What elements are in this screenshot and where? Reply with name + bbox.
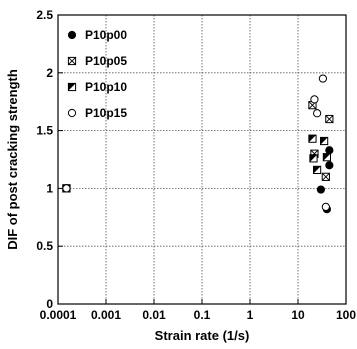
series-P10p15 (62, 74, 330, 211)
legend-item: P10p10 (67, 80, 127, 94)
x-tick-label: 0.01 (142, 308, 166, 322)
data-point (316, 185, 326, 194)
legend-item: P10p05 (67, 54, 127, 68)
data-point (320, 136, 329, 146)
y-tick-label: 0.5 (36, 239, 53, 253)
x-tick-label: 10 (291, 308, 305, 322)
data-points (62, 74, 334, 214)
axis-ticks: 0.0001 0.001 0.01 0.1 1 10 100 0 0.5 1 1.5 2 2.5 (36, 8, 356, 322)
data-point (310, 95, 319, 104)
legend-label: P10p10 (85, 80, 127, 94)
x-tick-label: 0.0001 (40, 308, 77, 322)
y-tick-label: 2 (46, 66, 53, 80)
x-tick-label: 0.001 (91, 308, 121, 322)
x-tick-label: 0.1 (194, 308, 211, 322)
legend-marker (67, 82, 77, 92)
legend-item: P10p15 (67, 106, 127, 120)
grid-lines (58, 15, 346, 304)
legend-marker (67, 30, 77, 40)
data-point (313, 165, 322, 175)
legend: P10p00 P10p05 P10p10 P10p15 (67, 28, 127, 120)
x-axis-label: Strain rate (1/s) (155, 328, 250, 343)
data-point (325, 161, 334, 170)
y-tick-label: 2.5 (36, 8, 53, 22)
series-P10p00 (62, 146, 334, 214)
data-point (313, 109, 322, 118)
data-point (308, 134, 317, 143)
legend-label: P10p00 (85, 28, 127, 42)
y-tick-label: 1 (46, 181, 53, 195)
legend-marker (67, 56, 77, 66)
data-point (325, 114, 334, 124)
data-point (321, 202, 330, 211)
data-point (309, 154, 318, 163)
y-tick-label: 1.5 (36, 124, 53, 138)
y-axis-label: DIF of post cracking strength (5, 69, 20, 250)
x-tick-label: 1 (247, 308, 254, 322)
data-point (321, 172, 330, 181)
legend-item: P10p00 (67, 28, 127, 42)
legend-label: P10p15 (85, 106, 127, 120)
data-point (322, 153, 331, 162)
data-point (62, 184, 71, 193)
x-tick-label: 100 (336, 308, 356, 322)
legend-label: P10p05 (85, 54, 127, 68)
y-tick-label: 0 (46, 297, 53, 311)
data-point (318, 74, 327, 83)
legend-marker (67, 108, 77, 118)
data-point (325, 146, 334, 155)
series-P10p10 (62, 134, 331, 193)
